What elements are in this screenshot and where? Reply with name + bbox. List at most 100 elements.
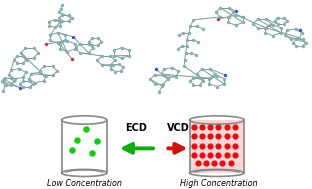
Point	[207, 82, 212, 85]
Point	[165, 78, 170, 81]
Point	[182, 58, 187, 61]
Point	[96, 43, 101, 46]
Point	[95, 59, 100, 62]
Point	[196, 162, 201, 165]
Point	[297, 29, 302, 32]
Point	[179, 45, 184, 48]
Point	[176, 34, 181, 37]
Point	[1, 89, 6, 92]
Point	[148, 78, 153, 81]
Point	[2, 83, 7, 86]
Point	[71, 35, 76, 38]
Point	[222, 82, 227, 85]
Point	[72, 42, 77, 45]
Point	[299, 31, 304, 34]
Point	[43, 75, 48, 78]
Point	[55, 31, 60, 34]
Point	[184, 45, 189, 48]
Point	[220, 162, 225, 165]
Point	[191, 38, 196, 41]
Point	[41, 65, 46, 68]
Point	[197, 83, 202, 86]
Point	[275, 22, 280, 26]
Point	[196, 40, 201, 43]
Point	[0, 80, 4, 83]
Point	[285, 19, 290, 22]
Point	[191, 77, 196, 80]
Point	[192, 144, 197, 147]
Point	[108, 54, 113, 57]
Point	[8, 83, 13, 86]
Point	[174, 75, 179, 78]
Point	[282, 34, 287, 37]
Point	[228, 162, 233, 165]
Point	[226, 21, 231, 24]
Point	[214, 74, 219, 77]
Point	[188, 80, 193, 83]
Point	[21, 79, 26, 82]
Point	[224, 125, 229, 128]
Point	[74, 138, 79, 141]
Point	[21, 55, 26, 58]
Point	[197, 77, 202, 80]
Point	[289, 38, 294, 41]
Point	[200, 144, 205, 147]
Point	[233, 24, 238, 27]
Point	[52, 18, 57, 21]
Point	[216, 125, 221, 128]
Point	[70, 149, 75, 152]
Point	[216, 135, 221, 138]
Point	[204, 162, 209, 165]
Point	[24, 58, 29, 61]
Point	[23, 47, 28, 50]
Point	[37, 69, 42, 72]
Point	[195, 25, 200, 28]
Point	[212, 72, 217, 75]
Point	[44, 43, 49, 46]
Point	[18, 51, 23, 54]
Point	[200, 125, 205, 128]
Point	[86, 42, 91, 45]
Point	[99, 64, 104, 67]
Point	[281, 22, 286, 26]
Point	[27, 86, 32, 89]
Point	[231, 11, 236, 14]
Point	[294, 38, 299, 41]
Point	[199, 77, 204, 80]
Point	[57, 24, 62, 27]
Point	[207, 77, 212, 80]
Point	[300, 44, 305, 47]
Point	[275, 16, 280, 19]
Point	[176, 70, 181, 73]
Point	[300, 38, 305, 41]
Point	[176, 47, 181, 50]
Point	[195, 72, 200, 75]
Point	[208, 68, 213, 71]
Point	[157, 90, 162, 93]
Point	[272, 19, 277, 22]
Point	[69, 57, 74, 60]
Point	[191, 18, 196, 21]
Point	[6, 74, 11, 77]
Point	[226, 16, 231, 19]
Point	[191, 83, 196, 86]
Point	[208, 77, 213, 80]
Point	[183, 51, 188, 54]
Point	[15, 55, 20, 58]
Point	[86, 51, 91, 54]
Point	[264, 27, 269, 30]
Point	[12, 58, 17, 61]
Point	[227, 15, 232, 18]
Point	[23, 56, 28, 59]
Point	[86, 40, 91, 43]
Point	[218, 15, 223, 18]
Point	[224, 135, 229, 138]
Point	[193, 54, 198, 57]
Point	[32, 47, 37, 50]
Point	[181, 32, 186, 35]
Point	[159, 73, 164, 76]
Point	[32, 56, 37, 59]
Point	[94, 139, 99, 142]
Point	[47, 20, 52, 23]
Point	[27, 77, 32, 80]
